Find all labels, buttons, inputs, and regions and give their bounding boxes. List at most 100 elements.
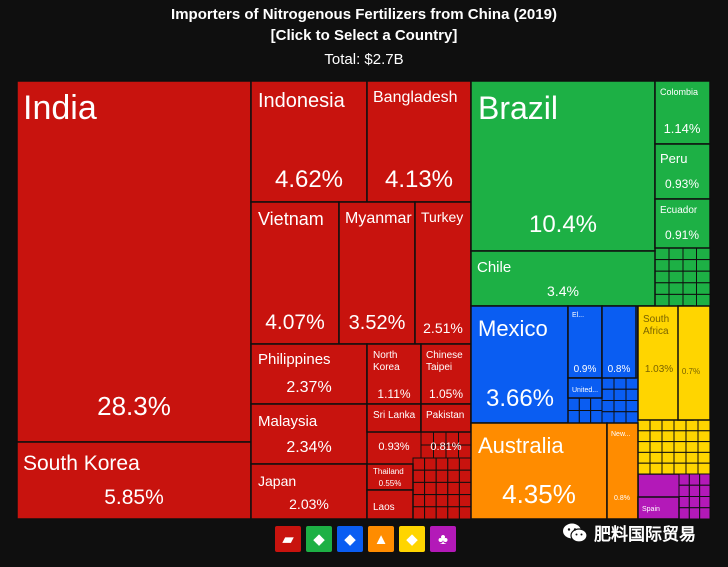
minor-country-tile[interactable] [685,419,699,432]
tile-tile-28[interactable]: 0.7% [677,305,711,421]
minor-country-tile[interactable] [682,293,697,307]
legend-africa-map-icon[interactable]: ◆ [399,526,425,552]
minor-country-tile[interactable] [447,481,460,496]
minor-country-tile[interactable] [654,259,670,272]
minor-country-tile[interactable] [637,451,651,464]
minor-country-tile[interactable] [685,441,699,453]
tile-rect[interactable] [16,441,252,520]
tile-rect[interactable] [414,201,472,345]
minor-country-tile[interactable] [625,388,639,401]
tile-india[interactable]: India 28.3% [16,80,252,443]
tile-rect[interactable] [654,143,711,200]
tile-rect[interactable] [366,80,472,203]
minor-country-tile[interactable] [435,469,449,483]
minor-country-tile[interactable] [697,462,711,475]
minor-country-tile[interactable] [661,430,675,443]
minor-country-tile[interactable] [688,484,701,497]
minor-country-tile[interactable] [412,457,426,471]
minor-country-tile[interactable] [697,441,711,453]
minor-country-tile[interactable] [673,451,687,464]
minor-country-tile[interactable] [435,481,449,496]
tile-el[interactable]: El... 0.9% [567,305,603,379]
legend-europe-map-icon[interactable]: ♣ [430,526,456,552]
tile-colombia[interactable]: Colombia 1.14% [654,80,711,145]
minor-country-tile[interactable] [688,496,701,509]
tile-rect[interactable] [601,305,637,379]
minor-country-tile[interactable] [678,484,690,497]
minor-country-tile[interactable] [699,496,711,509]
minor-country-tile[interactable] [685,451,699,464]
minor-country-tile[interactable] [567,410,580,424]
minor-country-tile[interactable] [678,496,690,509]
tile-australia[interactable]: Australia 4.35% [470,422,608,520]
minor-country-tile[interactable] [447,469,460,483]
minor-country-tile[interactable] [412,469,426,483]
minor-country-tile[interactable] [458,494,472,508]
minor-country-tile[interactable] [696,259,711,272]
minor-country-tile[interactable] [649,441,663,453]
minor-country-tile[interactable] [668,259,684,272]
tile-bangladesh[interactable]: Bangladesh 4.13% [366,80,472,203]
minor-country-tile[interactable] [613,388,627,401]
tile-rect[interactable] [250,80,368,203]
minor-country-tile[interactable] [668,247,684,261]
minor-country-tile[interactable] [699,484,711,497]
tile-malaysia[interactable]: Malaysia 2.34% [250,403,368,465]
minor-country-tile[interactable] [435,494,449,508]
tile-rect[interactable] [16,80,252,443]
minor-country-tile[interactable] [412,506,426,520]
tile-spain[interactable]: Spain [637,496,680,520]
minor-country-tile[interactable] [696,247,711,261]
minor-country-tile[interactable] [424,506,437,520]
minor-country-tile[interactable] [625,377,639,390]
minor-country-tile[interactable] [673,462,687,475]
minor-country-tile[interactable] [688,507,701,520]
minor-country-tile[interactable] [625,411,639,424]
minor-country-tile[interactable] [424,494,437,508]
minor-country-tile[interactable] [637,462,651,475]
tile-rect[interactable] [250,463,368,520]
minor-country-tile[interactable] [654,247,670,261]
minor-country-tile[interactable] [685,430,699,443]
minor-country-tile[interactable] [654,293,670,307]
minor-country-tile[interactable] [696,293,711,307]
minor-country-tile[interactable] [654,282,670,295]
minor-country-tile[interactable] [435,506,449,520]
tile-rect[interactable] [606,422,639,520]
tile-myanmar[interactable]: Myanmar 3.52% [338,201,416,345]
minor-country-tile[interactable] [696,282,711,295]
legend-south-america-map-icon[interactable]: ◆ [306,526,332,552]
tile-united[interactable]: United... [567,377,603,399]
minor-country-tile[interactable] [613,377,627,390]
minor-country-tile[interactable] [699,507,711,520]
tile-thailand[interactable]: Thailand 0.55% [366,463,414,491]
minor-country-tile[interactable] [458,506,472,520]
minor-country-tile[interactable] [601,400,615,413]
minor-country-tile[interactable] [412,494,426,508]
tile-laos[interactable]: Laos [366,489,414,520]
minor-country-tile[interactable] [424,457,437,471]
tile-indonesia[interactable]: Indonesia 4.62% [250,80,368,203]
minor-country-tile[interactable] [424,481,437,496]
minor-country-tile[interactable] [649,430,663,443]
minor-country-tile[interactable] [688,473,701,486]
minor-country-tile[interactable] [673,419,687,432]
minor-country-tile[interactable] [697,430,711,443]
minor-country-tile[interactable] [668,293,684,307]
minor-country-tile[interactable] [637,419,651,432]
tile-rect[interactable] [366,489,414,520]
minor-country-tile[interactable] [697,419,711,432]
minor-country-tile[interactable] [673,441,687,453]
minor-country-tile[interactable] [697,451,711,464]
tile-rect[interactable] [567,377,603,399]
minor-country-tile[interactable] [661,462,675,475]
tile-mexico[interactable]: Mexico 3.66% [470,305,569,424]
tile-rect[interactable] [654,80,711,145]
select-country-prompt[interactable]: [Click to Select a Country] [270,27,458,44]
minor-country-tile[interactable] [613,400,627,413]
minor-country-tile[interactable] [578,410,592,424]
tile-brazil[interactable]: Brazil 10.4% [470,80,656,252]
minor-country-tile[interactable] [678,473,690,486]
tile-rect[interactable] [470,80,656,252]
